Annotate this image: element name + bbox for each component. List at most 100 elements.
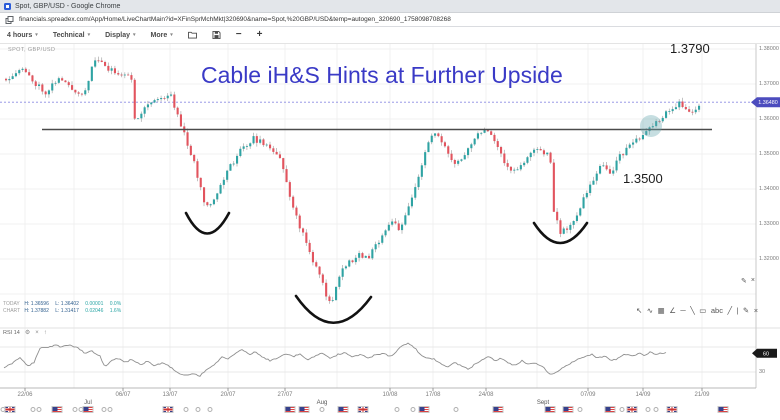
candle-body [536,149,539,150]
flag-us-icon[interactable] [418,406,430,413]
candle-body [483,129,486,133]
left-shoulder-arc-annotation[interactable] [184,211,231,235]
site-info-icon[interactable] [5,15,14,24]
candle-body [407,206,410,216]
rsi-close-icon[interactable]: × [35,329,39,336]
event-dot-icon[interactable] [30,407,36,412]
flag-us-icon[interactable] [298,406,310,413]
event-dot-icon[interactable] [183,407,189,412]
candle-body [341,268,344,277]
candle-body [245,146,248,147]
pencil-icon[interactable]: ✎ [741,278,747,285]
chart-annotation-title[interactable]: Cable iH&S Hints at Further Upside [201,62,563,88]
candle-body [31,75,34,82]
candle-body [143,107,146,114]
candle-body [255,136,258,143]
event-dot-icon[interactable] [394,407,400,412]
flag-uk-icon[interactable] [626,406,638,413]
candle-body [608,169,611,174]
horizontal-line-tool-icon[interactable]: ─ [680,306,686,315]
event-dot-icon[interactable] [619,407,625,412]
fibonacci-tool-icon[interactable]: ▦ [657,306,665,315]
head-arc-annotation[interactable] [294,294,373,324]
event-dot-icon[interactable] [577,407,583,412]
candle-body [605,165,608,170]
flag-uk-icon[interactable] [357,406,369,413]
candle-body [61,78,64,81]
right-shoulder-arc-annotation[interactable] [532,221,589,245]
candle-body [641,135,644,140]
event-dot-icon[interactable] [72,407,78,412]
save-chart-icon[interactable] [212,31,221,39]
candle-body [64,80,67,83]
open-chart-folder-icon[interactable] [187,31,197,39]
candle-body [252,136,255,144]
candle-body [137,118,140,120]
candle-body [424,152,427,166]
flag-us-icon[interactable] [562,406,574,413]
flag-us-icon[interactable] [337,406,349,413]
support-annotation[interactable]: 1.3500 [623,171,663,186]
rsi-move-up-icon[interactable]: ↑ [43,329,47,336]
trendline-tool-icon[interactable]: ╲ [690,306,695,315]
more-dropdown[interactable]: More ▾ [151,32,173,39]
flag-us-icon[interactable] [284,406,296,413]
candle-body [331,300,334,301]
flag-us-icon[interactable] [604,406,616,413]
candle-body [496,141,499,147]
event-dot-icon[interactable] [36,407,42,412]
pointer-tool-icon[interactable]: ↖ [636,306,643,315]
flag-uk-icon[interactable] [666,406,678,413]
close-icon[interactable]: × [750,277,755,284]
event-dot-icon[interactable] [195,407,201,412]
flag-uk-icon[interactable] [162,406,174,413]
candle-body [599,166,602,174]
polyline-tool-icon[interactable]: ∿ [646,306,654,315]
flag-us-icon[interactable] [492,406,504,413]
symbol-label: SPOT, GBP/USD [8,47,56,53]
candle-body [117,73,120,75]
rsi-settings-gear-icon[interactable]: ⚙ [24,330,31,336]
candle-body [166,95,169,99]
ray-tool-icon[interactable]: ╱ [727,306,732,315]
event-dot-icon[interactable] [410,407,416,412]
event-dot-icon[interactable] [101,407,107,412]
rectangle-tool-icon[interactable]: ▭ [699,306,707,315]
zoom-in-button[interactable]: + [256,29,263,40]
event-dot-icon[interactable] [645,407,651,412]
timeframe-dropdown[interactable]: 4 hours ▾ [7,32,38,39]
candle-body [453,160,456,164]
flag-us-icon[interactable] [51,406,63,413]
candle-body [674,107,677,110]
event-dot-icon[interactable] [107,407,113,412]
target-annotation[interactable]: 1.3790 [670,41,710,56]
window-titlebar[interactable]: Spot, GBP/USD - Google Chrome [0,0,780,13]
candle-body [133,79,136,119]
text-tool-icon[interactable]: abc [710,306,723,315]
candle-body [665,111,668,118]
candle-body [236,155,239,164]
edit-drawing-icon[interactable]: ✎ [742,306,750,315]
zoom-out-button[interactable]: − [235,29,242,40]
breakout-highlight [640,115,662,137]
event-dot-icon[interactable] [653,407,659,412]
event-dot-icon[interactable] [453,407,459,412]
channel-tool-icon[interactable]: ∠ [669,306,676,315]
flag-us-icon[interactable] [82,406,94,413]
candle-body [127,74,130,76]
candle-body [651,126,654,128]
clear-drawings-icon[interactable]: × [753,306,759,315]
candle-body [562,228,565,234]
address-bar[interactable]: financials.spreadex.com/App/Home/LiveCha… [0,13,780,27]
technical-dropdown[interactable]: Technical ▾ [53,32,90,39]
candle-body [480,132,483,134]
candle-body [308,242,311,252]
flag-us-icon[interactable] [544,406,556,413]
candle-body [242,146,245,149]
display-dropdown[interactable]: Display ▾ [105,32,135,39]
event-dot-icon[interactable] [207,407,213,412]
event-dot-icon[interactable] [319,407,325,412]
flag-us-icon[interactable] [717,406,729,413]
flag-uk-icon[interactable] [4,406,16,413]
